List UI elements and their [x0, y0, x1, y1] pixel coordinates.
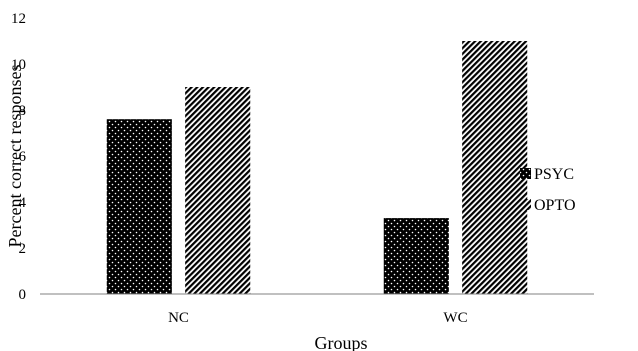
y-tick-label: 0 [19, 287, 27, 303]
y-tick-label: 4 [19, 195, 27, 211]
bar-psyc-wc [383, 218, 449, 294]
y-axis-ticks: 0 2 4 6 8 10 12 [11, 11, 27, 303]
y-tick-label: 6 [19, 149, 27, 165]
legend-label-psyc: PSYC [534, 166, 574, 183]
x-axis-ticks: NC WC [168, 310, 468, 326]
y-tick-label: 10 [11, 57, 26, 73]
x-tick-label: NC [168, 310, 189, 326]
legend-label-opto: OPTO [534, 197, 576, 214]
legend-swatch-opto [520, 199, 531, 210]
legend: PSYC OPTO [520, 166, 576, 214]
y-tick-label: 8 [19, 103, 27, 119]
x-axis-title: Groups [315, 333, 368, 351]
bars [106, 41, 528, 294]
y-tick-label: 2 [19, 241, 27, 257]
bar-opto-nc [185, 87, 251, 294]
x-tick-label: WC [443, 310, 467, 326]
legend-swatch-psyc [520, 168, 531, 179]
bar-opto-wc [462, 41, 528, 294]
y-tick-label: 12 [11, 11, 26, 27]
y-axis-title: Percent correct responses [5, 65, 25, 248]
bar-psyc-nc [106, 119, 172, 294]
